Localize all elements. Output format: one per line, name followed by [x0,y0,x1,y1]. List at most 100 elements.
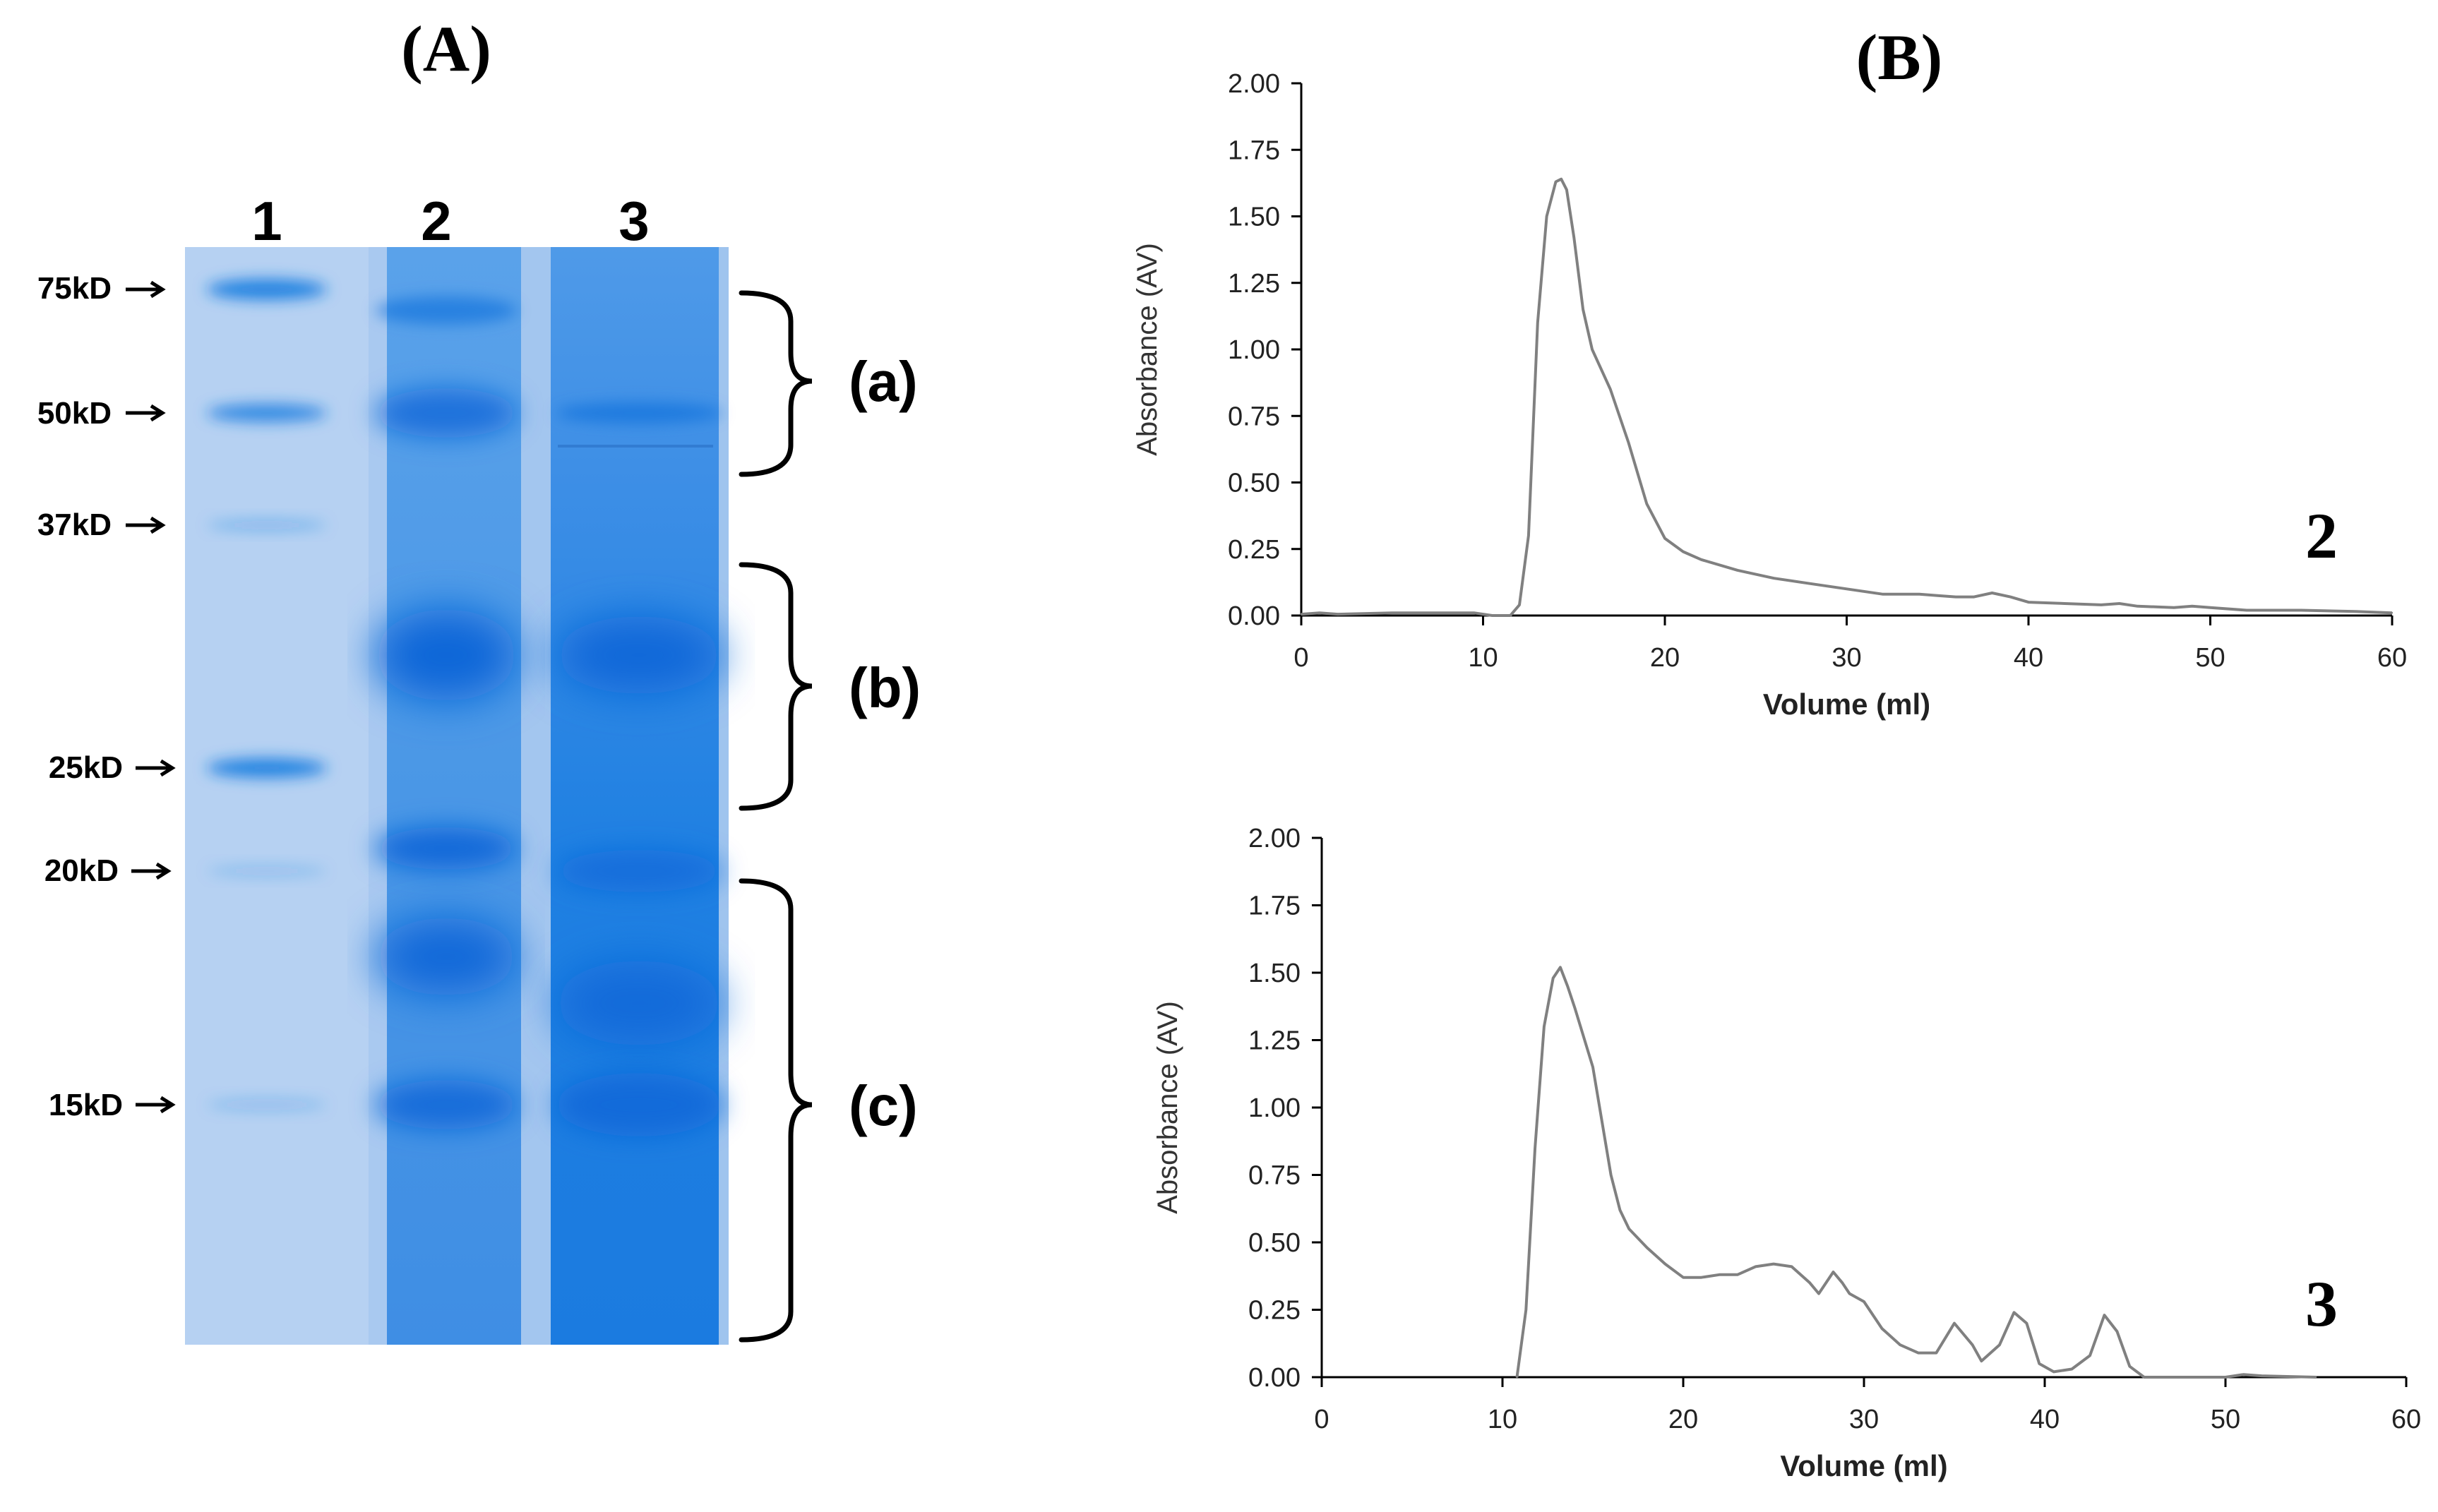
data-point [1832,1271,1834,1273]
data-point [2118,602,2120,605]
data-point [1646,1247,1648,1249]
y-tick-label: 0.75 [1228,402,1280,431]
gel-band-lane-3-20kD [556,850,722,892]
data-point [1663,537,1666,539]
x-tick-label: 40 [2014,643,2043,673]
marker-label-75: 75kD [37,271,112,306]
data-point [1846,588,1848,590]
data-point [1917,1352,1919,1354]
data-point [1574,1007,1576,1009]
chart-2-y-axis-title: Absorbance (AV) [1132,243,1163,456]
data-point [1527,534,1530,537]
y-tick-label: 1.50 [1248,959,1301,988]
marker-arrow-75 [126,280,166,299]
marker-label-37: 37kD [37,508,112,542]
data-point [1971,1343,1973,1346]
data-point [2143,1376,2145,1379]
x-tick-label: 20 [1650,643,1680,673]
data-point [1809,582,1812,584]
gel-band-lane-2-21kD [376,827,517,870]
data-point [1525,1309,1527,1311]
data-point [2064,602,2066,605]
data-point [1937,594,1939,596]
data-point [1772,1263,1775,1265]
y-tick-label: 1.75 [1228,136,1280,165]
data-point [1736,1273,1738,1276]
gel-band-lane-3-15kD [556,1073,722,1136]
data-point [1573,236,1575,239]
x-tick-label: 20 [1668,1405,1698,1434]
data-point [2245,609,2248,611]
data-point [2261,1374,2263,1377]
data-point [2009,596,2012,598]
chart-3-series-line [1515,966,2317,1379]
marker-labels: 75kD 50kD 37kD 25kD 20kD 15kD [37,271,123,1122]
y-tick-label: 0.00 [1248,1363,1301,1393]
y-tick-label: 1.50 [1228,203,1280,232]
lane-3-background [551,247,719,1345]
data-point [1700,1276,1702,1278]
data-point [1543,1026,1546,1028]
y-tick-label: 1.25 [1248,1026,1301,1056]
gel-band-lane-1-15kD [207,1098,327,1111]
x-tick-label: 10 [1468,643,1498,673]
gel-band-lane-2-70kD [376,296,517,325]
data-point [1491,614,1493,617]
data-point [1881,1328,1883,1330]
brace-a [739,290,813,477]
x-tick-label: 50 [2211,1405,2240,1434]
data-point [1473,612,1475,614]
data-point [2071,1368,2073,1370]
data-point [1560,178,1562,180]
marker-arrow-50 [126,404,166,422]
chart-3-y-axis-title: Absorbance (AV) [1152,1001,1183,1214]
gel-edge [719,247,729,1345]
data-point [1791,1266,1793,1268]
y-tick-label: 1.25 [1228,269,1280,299]
lane-label-3: 3 [619,190,649,252]
data-point [1809,1282,1811,1284]
gel-band-lane-2-50kD [376,388,517,438]
chart-2-series-line [1301,177,2393,617]
data-point [2013,1312,2015,1314]
gel-band-lane-1-50kD [207,404,327,422]
data-point [1555,181,1557,183]
data-point [1559,966,1562,968]
y-tick-label: 1.00 [1248,1093,1301,1123]
x-tick-label: 10 [1488,1405,1517,1434]
data-point [1610,1174,1612,1176]
data-point [1817,1292,1820,1295]
data-point [1516,1376,1518,1379]
y-tick-label: 1.75 [1248,892,1301,921]
data-point [1953,1322,1956,1324]
gel-band-lane-3-17kD [556,960,722,1045]
data-point [1841,1282,1844,1284]
data-point [1954,596,1957,598]
data-point [1755,1266,1757,1268]
data-point [2391,612,2394,614]
data-point [1337,613,1339,616]
brace-b [739,562,813,811]
data-point [1627,441,1630,444]
data-point [2300,609,2302,611]
region-label-b: (b) [849,656,921,719]
data-point [1736,569,1739,572]
data-point [2027,601,2030,604]
marker-arrows [126,280,176,1114]
x-tick-label: 0 [1293,643,1308,673]
marker-arrow-25 [136,759,176,777]
gel-band-lane-1-25kD [207,758,327,778]
x-tick-label: 50 [2195,643,2225,673]
data-point [2089,1355,2091,1357]
data-point [1719,1273,1721,1276]
x-tick-label: 30 [1849,1405,1879,1434]
data-point [1552,977,1554,979]
data-point [2100,604,2103,606]
marker-arrow-15 [136,1096,176,1114]
data-point [1534,1147,1536,1149]
y-tick-label: 0.25 [1248,1296,1301,1326]
data-point [2173,606,2175,608]
data-point [1536,322,1538,324]
data-point [1700,558,1702,561]
